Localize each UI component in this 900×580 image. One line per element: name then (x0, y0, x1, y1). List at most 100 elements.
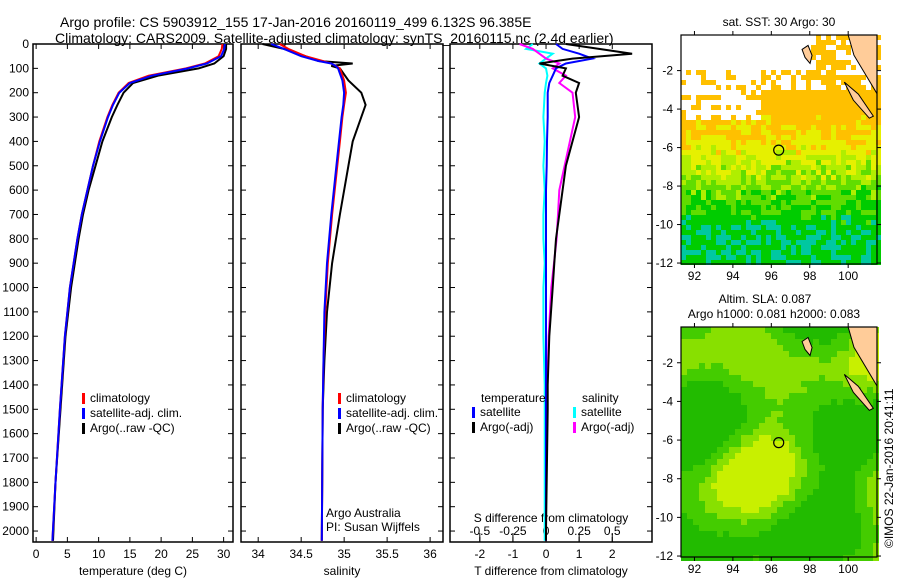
sla-mentawai-islands (843, 373, 875, 411)
sla-map-cell (801, 369, 807, 375)
sla-map-cell (705, 381, 711, 387)
sla-map-cell (765, 375, 771, 381)
sst-map-cell (791, 195, 796, 200)
sla-map-cell (735, 399, 741, 405)
sst-map-cell (876, 165, 881, 170)
sla-map-cell (711, 549, 717, 555)
sla-map-cell (735, 423, 741, 429)
sla-map-cell (777, 375, 783, 381)
sst-map-cell (751, 245, 756, 250)
sst-map-cell (816, 195, 821, 200)
sst-map-cell (831, 75, 836, 80)
sla-map-cell (813, 483, 819, 489)
sst-map-cell (841, 230, 846, 235)
sst-map-cell (801, 180, 806, 185)
sst-map-cell (856, 215, 861, 220)
sla-map-cell (681, 453, 687, 459)
sla-map-cell (699, 519, 705, 525)
sla-map-cell (831, 411, 837, 417)
sla-map-cell (681, 429, 687, 435)
sst-map-cell (851, 260, 856, 265)
sst-map-cell (711, 205, 716, 210)
sla-map-cell (873, 513, 879, 519)
temp-series-satellite-adj-clim- (51, 43, 226, 541)
sla-map-cell (753, 429, 759, 435)
sst-map-cell (816, 90, 821, 95)
sst-map-cell (801, 170, 806, 175)
sla-map-cell (753, 363, 759, 369)
sst-map-cell (711, 160, 716, 165)
sla-map-cell (681, 399, 687, 405)
sst-map-cell (846, 125, 851, 130)
sst-map-cell (786, 90, 791, 95)
sla-map-cell (705, 417, 711, 423)
sst-map-cell (861, 245, 866, 250)
sla-map-cell (867, 525, 873, 531)
sla-map-cell (759, 525, 765, 531)
sst-map-cell (761, 245, 766, 250)
sla-map-cell (783, 525, 789, 531)
sst-map-cell (821, 115, 826, 120)
sst-map-cell (846, 175, 851, 180)
sst-map-cell (841, 225, 846, 230)
sla-map-cell (741, 387, 747, 393)
sst-map-cell (876, 175, 881, 180)
sla-map-cell (747, 423, 753, 429)
sla-map-cell (795, 387, 801, 393)
sla-map-cell (801, 465, 807, 471)
sla-map-cell (729, 339, 735, 345)
sst-map-cell (711, 165, 716, 170)
sla-map-cell (753, 399, 759, 405)
sst-map-cell (811, 250, 816, 255)
sla-map-cell (861, 387, 867, 393)
sla-map-cell (681, 351, 687, 357)
sla-map-cell (777, 345, 783, 351)
sla-map-cell (807, 441, 813, 447)
sla-map-cell (765, 369, 771, 375)
sla-map-cell (687, 531, 693, 537)
sst-map-cell (821, 200, 826, 205)
sst-map-cell (831, 80, 836, 85)
sla-map-cell (849, 525, 855, 531)
sst-map-cell (836, 165, 841, 170)
sla-map-cell (843, 549, 849, 555)
sst-map-cell (746, 195, 751, 200)
sla-map-cell (789, 423, 795, 429)
sst-map-cell (771, 190, 776, 195)
sla-lon-tick-label: 98 (803, 562, 817, 576)
sst-map-cell (841, 255, 846, 260)
sla-map-cell (717, 405, 723, 411)
sst-map-cell (841, 250, 846, 255)
sst-map-cell (846, 165, 851, 170)
sla-map-cell (777, 447, 783, 453)
sst-map-cell (856, 105, 861, 110)
sla-map-cell (705, 387, 711, 393)
sla-map-cell (789, 417, 795, 423)
sst-map-cell (801, 220, 806, 225)
sla-map-cell (795, 393, 801, 399)
sst-map-cell (816, 125, 821, 130)
sst-map-cell (761, 70, 766, 75)
sla-map-cell (831, 489, 837, 495)
sla-map-cell (759, 537, 765, 543)
sla-map-cell (843, 327, 849, 333)
sla-map-cell (831, 501, 837, 507)
sla-map-cell (711, 435, 717, 441)
sla-map-cell (867, 381, 873, 387)
sst-map-cell (816, 95, 821, 100)
sst-map-cell (711, 255, 716, 260)
sst-map-cell (696, 215, 701, 220)
sst-map-cell (771, 135, 776, 140)
sst-map-cell (871, 145, 876, 150)
sla-map-cell (723, 501, 729, 507)
sst-map-cell (841, 140, 846, 145)
sst-map-cell (761, 215, 766, 220)
sst-map-cell (791, 90, 796, 95)
sst-map-cell (791, 85, 796, 90)
sst-map-cell (811, 120, 816, 125)
sla-map-cell (843, 465, 849, 471)
sla-map-cell (867, 483, 873, 489)
sst-map-cell (831, 65, 836, 70)
sst-map-cell (681, 95, 686, 100)
sst-map-cell (701, 230, 706, 235)
